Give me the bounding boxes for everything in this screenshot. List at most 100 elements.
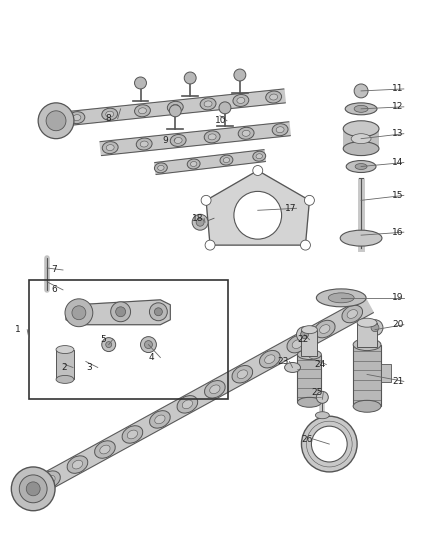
Text: 13: 13 — [392, 129, 403, 138]
Ellipse shape — [353, 338, 381, 351]
Text: 18: 18 — [192, 214, 204, 223]
Ellipse shape — [73, 115, 81, 120]
Ellipse shape — [191, 161, 197, 166]
Text: 25: 25 — [311, 388, 323, 397]
Polygon shape — [206, 171, 309, 245]
Circle shape — [72, 306, 86, 320]
Ellipse shape — [316, 289, 366, 307]
Circle shape — [141, 337, 156, 352]
Ellipse shape — [342, 305, 363, 323]
Circle shape — [196, 218, 204, 226]
Ellipse shape — [72, 460, 83, 469]
Text: 14: 14 — [392, 158, 403, 167]
Ellipse shape — [122, 426, 143, 443]
Text: 9: 9 — [162, 136, 168, 145]
Circle shape — [304, 196, 314, 205]
Text: 11: 11 — [392, 84, 403, 93]
Circle shape — [38, 103, 74, 139]
Polygon shape — [65, 89, 285, 126]
Bar — [56, 350, 74, 379]
Ellipse shape — [232, 366, 253, 383]
Ellipse shape — [315, 411, 329, 419]
Ellipse shape — [266, 91, 282, 103]
Circle shape — [19, 475, 47, 503]
Ellipse shape — [242, 130, 250, 136]
Circle shape — [11, 467, 55, 511]
Text: 2: 2 — [61, 363, 67, 372]
Ellipse shape — [347, 310, 357, 318]
Ellipse shape — [354, 106, 368, 112]
Circle shape — [300, 330, 308, 338]
Circle shape — [149, 303, 167, 321]
Ellipse shape — [259, 350, 280, 368]
Circle shape — [253, 166, 263, 175]
Text: 20: 20 — [392, 320, 403, 329]
Ellipse shape — [287, 335, 307, 353]
Ellipse shape — [297, 350, 321, 360]
Circle shape — [145, 341, 152, 349]
Circle shape — [201, 196, 211, 205]
Ellipse shape — [237, 98, 245, 103]
Ellipse shape — [208, 134, 216, 140]
Ellipse shape — [100, 445, 110, 454]
Ellipse shape — [56, 345, 74, 353]
Circle shape — [205, 240, 215, 250]
Circle shape — [192, 214, 208, 230]
Ellipse shape — [314, 320, 335, 338]
Ellipse shape — [102, 108, 118, 120]
Text: 17: 17 — [285, 204, 296, 213]
Ellipse shape — [256, 154, 262, 159]
Ellipse shape — [45, 475, 55, 484]
Circle shape — [111, 302, 131, 322]
Text: 21: 21 — [392, 377, 403, 386]
Ellipse shape — [200, 98, 216, 110]
Text: 6: 6 — [51, 285, 57, 294]
Ellipse shape — [155, 415, 165, 424]
Ellipse shape — [182, 400, 193, 409]
Ellipse shape — [320, 325, 330, 334]
Ellipse shape — [138, 108, 146, 114]
Circle shape — [65, 299, 93, 327]
Circle shape — [170, 105, 181, 117]
Ellipse shape — [95, 441, 115, 458]
Bar — [381, 365, 391, 382]
Text: 5: 5 — [101, 335, 106, 344]
Ellipse shape — [106, 144, 114, 151]
Text: 23: 23 — [278, 357, 289, 366]
Ellipse shape — [297, 397, 321, 407]
Polygon shape — [155, 150, 265, 174]
Circle shape — [367, 320, 383, 336]
Circle shape — [297, 327, 312, 343]
Polygon shape — [29, 297, 373, 497]
Text: 10: 10 — [215, 116, 226, 125]
Circle shape — [116, 307, 126, 317]
Text: 3: 3 — [86, 363, 92, 372]
Text: 19: 19 — [392, 293, 403, 302]
Circle shape — [155, 308, 162, 316]
Bar — [29, 280, 228, 399]
Ellipse shape — [276, 127, 284, 133]
Ellipse shape — [205, 381, 225, 398]
Ellipse shape — [177, 395, 198, 413]
Ellipse shape — [345, 103, 377, 115]
Ellipse shape — [56, 375, 74, 383]
Ellipse shape — [328, 293, 354, 303]
Ellipse shape — [270, 94, 278, 100]
Ellipse shape — [106, 111, 114, 117]
Ellipse shape — [140, 141, 148, 147]
Circle shape — [134, 77, 146, 89]
Bar — [301, 330, 318, 356]
Circle shape — [219, 102, 231, 114]
Circle shape — [234, 191, 282, 239]
Ellipse shape — [285, 362, 300, 373]
Ellipse shape — [167, 101, 183, 114]
Circle shape — [234, 69, 246, 81]
Ellipse shape — [351, 134, 371, 144]
Ellipse shape — [357, 318, 377, 327]
Circle shape — [301, 416, 357, 472]
Ellipse shape — [170, 134, 186, 147]
Circle shape — [46, 111, 66, 131]
Circle shape — [354, 84, 368, 98]
Ellipse shape — [272, 124, 288, 136]
Ellipse shape — [233, 94, 249, 107]
